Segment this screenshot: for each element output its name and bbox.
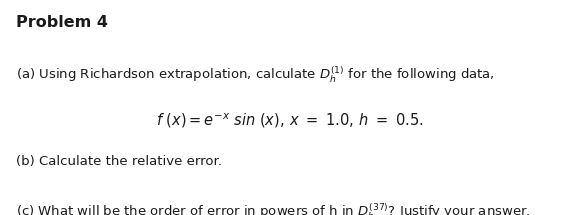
Text: Problem 4: Problem 4 <box>16 15 108 30</box>
Text: $f\ (x) = e^{-x}\ \mathit{sin}\ (x),\, x\ =\ 1.0,\, h\ =\ 0.5.$: $f\ (x) = e^{-x}\ \mathit{sin}\ (x),\, x… <box>156 112 423 131</box>
Text: (c) What will be the order of error in powers of h in $D_h^{(37)}$? Justify your: (c) What will be the order of error in p… <box>16 202 531 215</box>
Text: (b) Calculate the relative error.: (b) Calculate the relative error. <box>16 155 222 168</box>
Text: (a) Using Richardson extrapolation, calculate $D_h^{(1)}$ for the following data: (a) Using Richardson extrapolation, calc… <box>16 64 495 85</box>
